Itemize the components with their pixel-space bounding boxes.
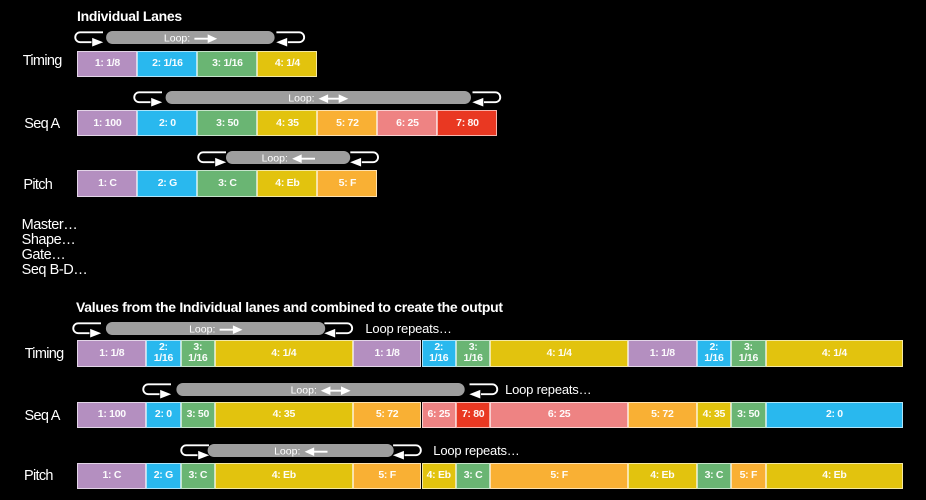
svg-text:Loop:: Loop: [291,384,317,396]
svg-text:Loop:: Loop: [189,323,215,335]
svg-text:Loop:: Loop: [274,446,300,458]
svg-text:Loop:: Loop: [164,33,190,45]
svg-text:Loop:: Loop: [288,93,314,105]
svg-text:Loop:: Loop: [261,153,287,165]
